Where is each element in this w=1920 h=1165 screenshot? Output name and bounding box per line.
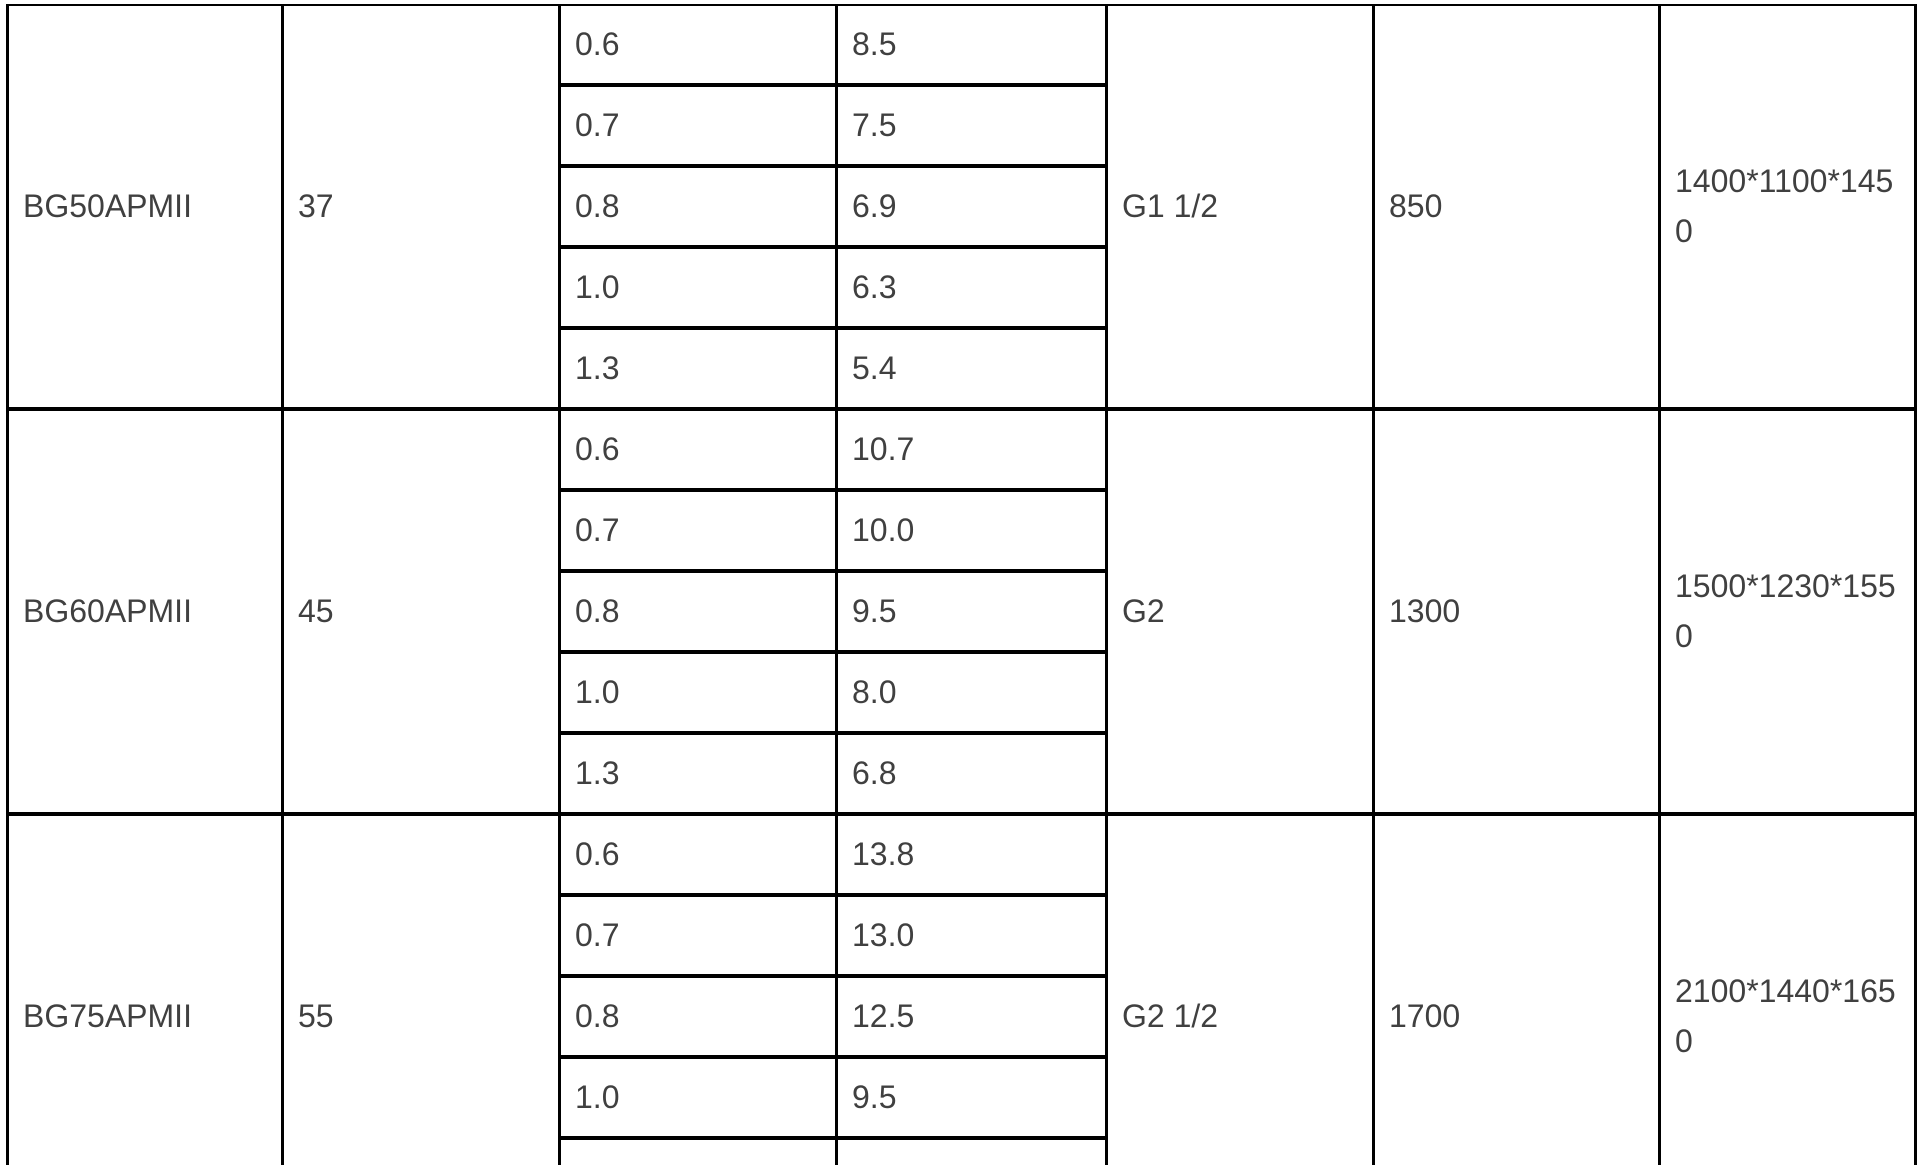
capacity-cell: 6.9 [835,164,1108,249]
power-cell: 55 [281,812,561,1165]
table-row: BG75APMII 55 0.6 13.8 G2 1/2 1700 2100*1… [6,812,1917,1165]
capacity-cell: 13.0 [835,893,1108,978]
dimensions-cell: 2100*1440*1650 [1658,812,1917,1165]
pressure-cell: 0.6 [558,4,838,87]
pressure-cell: 0.8 [558,164,838,249]
capacity-cell: 8.0 [835,650,1108,735]
pressure-cell: 1.0 [558,245,838,330]
table-row: 1.3 8.0 [8,1136,1916,1165]
capacity-cell: 8.5 [835,4,1108,87]
pressure-cell: 0.7 [558,83,838,168]
pressure-cell: 1.0 [558,1055,838,1140]
table-row: BG60APMII 45 0.6 10.7 G2 1300 1500*1230*… [6,407,1917,816]
model-cell: BG60APMII [6,407,284,816]
capacity-cell: 6.3 [835,245,1108,330]
weight-cell: 850 [1372,4,1661,411]
connection-cell: G1 1/2 [1105,4,1375,411]
pressure-cell: 1.3 [558,1136,838,1165]
capacity-cell: 6.8 [835,731,1108,816]
table-row: 1.0 9.5 [8,1055,1916,1140]
pressure-cell: 0.8 [558,974,838,1059]
pressure-cell: 0.6 [558,812,838,897]
table-row: 0.8 12.5 [8,974,1916,1059]
table-row: 1.0 8.0 [8,650,1916,735]
table-row: 1.0 6.3 [8,245,1916,330]
capacity-cell: 12.5 [835,974,1108,1059]
capacity-cell: 13.8 [835,812,1108,897]
table-row: 1.3 5.4 [8,326,1916,411]
capacity-cell: 8.0 [835,1136,1108,1165]
pressure-cell: 0.8 [558,569,838,654]
capacity-cell: 10.7 [835,407,1108,492]
connection-cell: G2 [1105,407,1375,816]
pressure-cell: 1.0 [558,650,838,735]
table-row: 0.7 7.5 [8,83,1916,168]
capacity-cell: 7.5 [835,83,1108,168]
table-row: 1.3 6.8 [8,731,1916,816]
dimensions-cell: 1500*1230*1550 [1658,407,1917,816]
spec-table: BG50APMII 37 0.6 8.5 G1 1/2 850 1400*110… [6,4,1917,1165]
model-cell: BG50APMII [6,4,284,411]
pressure-cell: 1.3 [558,326,838,411]
pressure-cell: 0.6 [558,407,838,492]
model-cell: BG75APMII [6,812,284,1165]
capacity-cell: 5.4 [835,326,1108,411]
weight-cell: 1300 [1372,407,1661,816]
table-row: 0.7 13.0 [8,893,1916,978]
capacity-cell: 9.5 [835,569,1108,654]
power-cell: 37 [281,4,561,411]
table-row: BG50APMII 37 0.6 8.5 G1 1/2 850 1400*110… [6,4,1917,411]
capacity-cell: 10.0 [835,488,1108,573]
capacity-cell: 9.5 [835,1055,1108,1140]
pressure-cell: 0.7 [558,893,838,978]
table-row: 0.8 6.9 [8,164,1916,249]
weight-cell: 1700 [1372,812,1661,1165]
pressure-cell: 1.3 [558,731,838,816]
table-row: 0.7 10.0 [8,488,1916,573]
pressure-cell: 0.7 [558,488,838,573]
power-cell: 45 [281,407,561,816]
connection-cell: G2 1/2 [1105,812,1375,1165]
table-row: 0.8 9.5 [8,569,1916,654]
dimensions-cell: 1400*1100*1450 [1658,4,1917,411]
